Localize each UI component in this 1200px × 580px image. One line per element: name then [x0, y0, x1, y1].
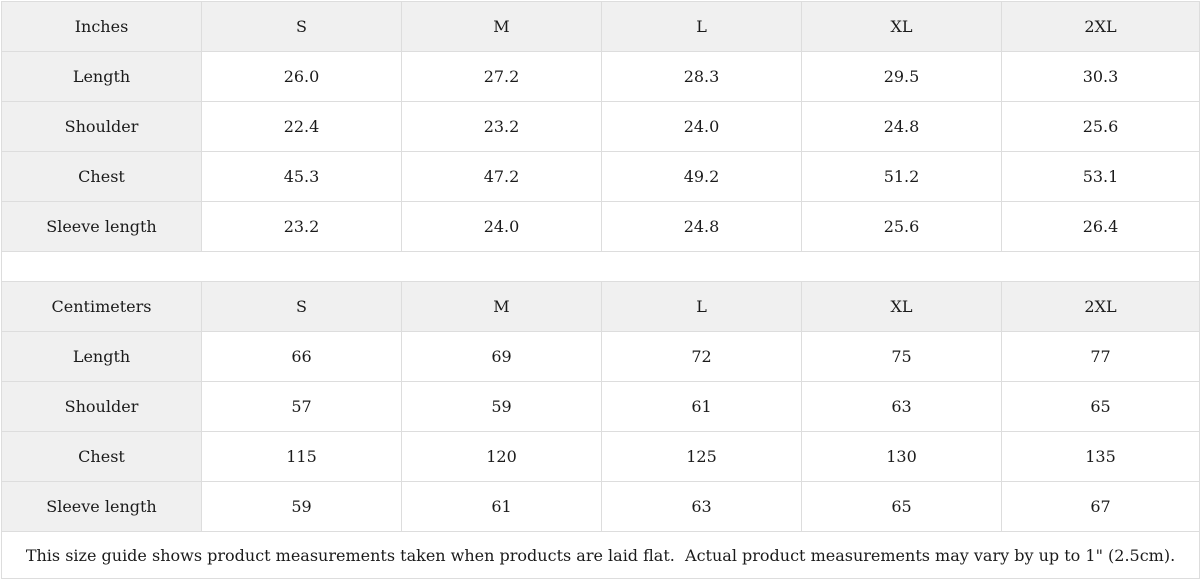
- measurement-value: 23.2: [401, 101, 602, 152]
- measurement-value: 61: [401, 481, 602, 532]
- measurement-label: Shoulder: [1, 381, 202, 432]
- measurement-value: 30.3: [1001, 51, 1200, 102]
- measurement-value: 69: [401, 331, 602, 382]
- table-row: Shoulder 57 59 61 63 65: [1, 381, 1200, 432]
- measurement-value: 135: [1001, 431, 1200, 482]
- measurement-value: 45.3: [201, 151, 402, 202]
- size-header-2xl: 2XL: [1001, 281, 1200, 332]
- size-header-xl: XL: [801, 281, 1002, 332]
- measurement-value: 63: [601, 481, 802, 532]
- measurement-value: 72: [601, 331, 802, 382]
- size-header-m: M: [401, 1, 602, 52]
- measurement-value: 130: [801, 431, 1002, 482]
- measurement-value: 61: [601, 381, 802, 432]
- measurement-label: Chest: [1, 431, 202, 482]
- table-row: Chest 45.3 47.2 49.2 51.2 53.1: [1, 151, 1200, 202]
- footnote-text: This size guide shows product measuremen…: [1, 531, 1200, 579]
- size-header-s: S: [201, 1, 402, 52]
- size-header-xl: XL: [801, 1, 1002, 52]
- measurement-value: 24.8: [801, 101, 1002, 152]
- table-row: Chest 115 120 125 130 135: [1, 431, 1200, 482]
- measurement-value: 23.2: [201, 201, 402, 252]
- size-header-s: S: [201, 281, 402, 332]
- measurement-value: 66: [201, 331, 402, 382]
- measurement-label: Length: [1, 51, 202, 102]
- table-row: Shoulder 22.4 23.2 24.0 24.8 25.6: [1, 101, 1200, 152]
- table-row: Sleeve length 23.2 24.0 24.8 25.6 26.4: [1, 201, 1200, 252]
- measurement-value: 77: [1001, 331, 1200, 382]
- measurement-label: Length: [1, 331, 202, 382]
- size-header-m: M: [401, 281, 602, 332]
- measurement-value: 57: [201, 381, 402, 432]
- measurement-label: Chest: [1, 151, 202, 202]
- footnote-row: This size guide shows product measuremen…: [1, 531, 1200, 579]
- spacer-row: [1, 251, 1200, 282]
- measurement-value: 65: [1001, 381, 1200, 432]
- spacer-cell: [1, 251, 1200, 282]
- measurement-value: 53.1: [1001, 151, 1200, 202]
- measurement-value: 24.0: [601, 101, 802, 152]
- table-row: Length 26.0 27.2 28.3 29.5 30.3: [1, 51, 1200, 102]
- measurement-label: Shoulder: [1, 101, 202, 152]
- measurement-value: 24.8: [601, 201, 802, 252]
- measurement-value: 26.0: [201, 51, 402, 102]
- measurement-value: 65: [801, 481, 1002, 532]
- size-header-l: L: [601, 281, 802, 332]
- measurement-value: 29.5: [801, 51, 1002, 102]
- size-header-2xl: 2XL: [1001, 1, 1200, 52]
- measurement-value: 63: [801, 381, 1002, 432]
- measurement-value: 51.2: [801, 151, 1002, 202]
- measurement-value: 120: [401, 431, 602, 482]
- measurement-value: 25.6: [801, 201, 1002, 252]
- table-row: Length 66 69 72 75 77: [1, 331, 1200, 382]
- measurement-value: 24.0: [401, 201, 602, 252]
- measurement-value: 47.2: [401, 151, 602, 202]
- measurement-value: 28.3: [601, 51, 802, 102]
- measurement-value: 59: [401, 381, 602, 432]
- inches-header-row: Inches S M L XL 2XL: [1, 1, 1200, 52]
- measurement-value: 22.4: [201, 101, 402, 152]
- measurement-label: Sleeve length: [1, 201, 202, 252]
- measurement-label: Sleeve length: [1, 481, 202, 532]
- measurement-value: 27.2: [401, 51, 602, 102]
- measurement-value: 26.4: [1001, 201, 1200, 252]
- measurement-value: 49.2: [601, 151, 802, 202]
- measurement-value: 125: [601, 431, 802, 482]
- measurement-value: 25.6: [1001, 101, 1200, 152]
- table-row: Sleeve length 59 61 63 65 67: [1, 481, 1200, 532]
- measurement-value: 59: [201, 481, 402, 532]
- unit-header-inches: Inches: [1, 1, 202, 52]
- measurement-value: 67: [1001, 481, 1200, 532]
- measurement-value: 115: [201, 431, 402, 482]
- size-header-l: L: [601, 1, 802, 52]
- centimeters-header-row: Centimeters S M L XL 2XL: [1, 281, 1200, 332]
- unit-header-centimeters: Centimeters: [1, 281, 202, 332]
- measurement-value: 75: [801, 331, 1002, 382]
